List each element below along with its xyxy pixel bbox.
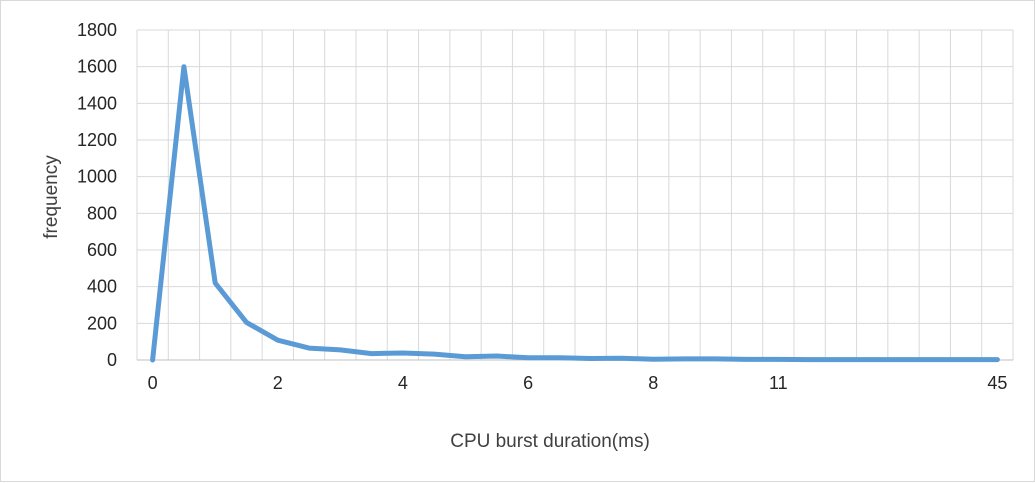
x-tick-label: 8 xyxy=(648,373,658,393)
x-tick-label: 6 xyxy=(523,373,533,393)
y-tick-label: 1600 xyxy=(77,57,117,77)
x-axis-title: CPU burst duration(ms) xyxy=(450,431,650,452)
x-tick-label: 45 xyxy=(987,373,1007,393)
x-tick-label: 2 xyxy=(273,373,283,393)
grid-lines xyxy=(136,29,1014,361)
y-tick-label: 1400 xyxy=(77,93,117,113)
y-tick-label: 0 xyxy=(107,350,117,370)
x-axis-tick-labels: 0 2 4 6 8 11 45 xyxy=(148,373,1008,393)
x-tick-label: 11 xyxy=(769,373,788,393)
series-layer xyxy=(150,64,1000,363)
y-axis-tick-labels: 0 200 400 600 800 1000 1200 1400 1600 1800 xyxy=(77,20,117,370)
y-tick-label: 800 xyxy=(87,203,117,223)
x-tick-label: 0 xyxy=(148,373,158,393)
y-tick-label: 200 xyxy=(87,313,117,333)
y-tick-label: 400 xyxy=(87,277,117,297)
y-axis-title: frequency xyxy=(41,155,62,239)
y-tick-label: 1800 xyxy=(77,20,117,40)
x-tick-label: 4 xyxy=(398,373,408,393)
y-tick-label: 600 xyxy=(87,240,117,260)
y-tick-label: 1000 xyxy=(77,167,117,187)
series-line xyxy=(150,64,1000,363)
y-tick-label: 1200 xyxy=(77,130,117,150)
